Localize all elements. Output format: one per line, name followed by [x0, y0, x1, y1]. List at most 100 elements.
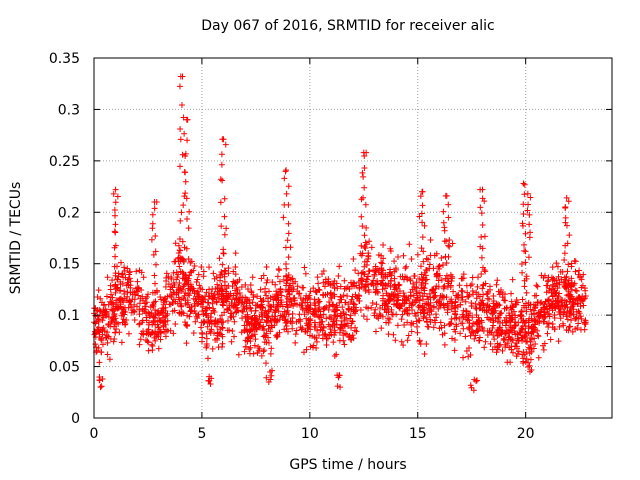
data-point — [420, 258, 427, 265]
data-point — [544, 330, 551, 337]
data-point — [362, 245, 369, 252]
data-point — [96, 377, 103, 384]
data-point — [531, 292, 538, 299]
data-point — [359, 223, 366, 230]
data-point — [414, 329, 421, 336]
data-point — [131, 308, 138, 315]
data-point — [183, 116, 190, 123]
data-point — [95, 344, 102, 351]
data-point — [145, 339, 152, 346]
data-point — [151, 205, 158, 212]
data-point — [198, 263, 205, 270]
data-point — [390, 331, 397, 338]
data-point — [320, 306, 327, 313]
data-point — [563, 222, 570, 229]
data-point — [557, 268, 564, 275]
data-point — [99, 375, 106, 382]
y-tick-label: 0.35 — [49, 51, 80, 67]
data-point — [177, 217, 184, 224]
data-point — [393, 286, 400, 293]
data-point — [465, 325, 472, 332]
data-point — [458, 287, 465, 294]
data-point — [406, 241, 413, 248]
data-point — [211, 309, 218, 316]
data-point — [131, 316, 138, 323]
data-point — [445, 214, 452, 221]
data-point — [280, 214, 287, 221]
data-point — [405, 332, 412, 339]
data-point — [459, 311, 466, 318]
data-point — [440, 285, 447, 292]
data-point — [187, 269, 194, 276]
data-point — [252, 336, 259, 343]
data-point — [341, 285, 348, 292]
data-point — [214, 281, 221, 288]
data-point — [399, 273, 406, 280]
data-point — [124, 293, 131, 300]
data-point — [413, 318, 420, 325]
data-point — [359, 169, 366, 176]
data-point — [204, 323, 211, 330]
data-point — [427, 252, 434, 259]
data-point — [497, 341, 504, 348]
data-point — [554, 263, 561, 270]
data-point — [525, 344, 532, 351]
data-point — [204, 355, 211, 362]
data-point — [194, 301, 201, 308]
data-point — [560, 279, 567, 286]
data-point — [112, 282, 119, 289]
data-point — [493, 300, 500, 307]
data-point — [281, 201, 288, 208]
data-point — [115, 321, 122, 328]
data-point — [283, 309, 290, 316]
data-point — [162, 333, 169, 340]
data-point — [391, 298, 398, 305]
data-point — [401, 321, 408, 328]
data-point — [183, 340, 190, 347]
data-point — [374, 277, 381, 284]
data-point — [284, 277, 291, 284]
data-point — [391, 268, 398, 275]
data-point — [419, 219, 426, 226]
data-point — [210, 270, 217, 277]
data-point — [453, 314, 460, 321]
data-point — [569, 328, 576, 335]
data-point — [490, 292, 497, 299]
data-point — [365, 253, 372, 260]
data-point — [452, 299, 459, 306]
data-point — [182, 321, 189, 328]
data-point — [232, 287, 239, 294]
data-point — [282, 286, 289, 293]
data-point — [221, 282, 228, 289]
data-point — [106, 356, 113, 363]
data-point — [466, 320, 473, 327]
data-point — [561, 256, 568, 263]
data-point — [177, 268, 184, 275]
data-point — [97, 308, 104, 315]
data-point — [420, 315, 427, 322]
data-point — [256, 313, 263, 320]
data-point — [179, 151, 186, 158]
data-point — [102, 311, 109, 318]
data-point — [272, 313, 279, 320]
data-point — [479, 285, 486, 292]
data-point — [214, 323, 221, 330]
data-point — [568, 263, 575, 270]
data-point — [197, 298, 204, 305]
data-point — [230, 268, 237, 275]
data-point — [442, 275, 449, 282]
data-point — [486, 283, 493, 290]
data-point — [489, 325, 496, 332]
data-point — [257, 286, 264, 293]
data-point — [258, 352, 265, 359]
data-point — [290, 280, 297, 287]
data-point — [571, 315, 578, 322]
data-point — [182, 178, 189, 185]
data-point — [369, 299, 376, 306]
data-point — [408, 255, 415, 262]
data-point — [163, 298, 170, 305]
data-point — [557, 303, 564, 310]
data-point — [552, 305, 559, 312]
data-point — [334, 285, 341, 292]
data-point — [565, 261, 572, 268]
